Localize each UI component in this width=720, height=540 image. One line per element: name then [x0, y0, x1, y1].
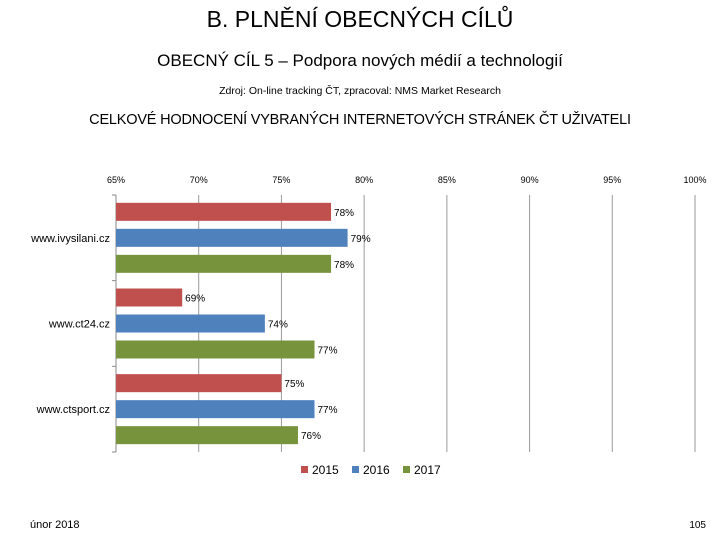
legend-swatch-2015	[301, 466, 308, 473]
x-tick-label: 95%	[603, 175, 621, 185]
x-tick-label: 85%	[438, 175, 456, 185]
page-number: 105	[689, 520, 706, 531]
data-label: 75%	[284, 379, 304, 390]
bar-2016	[116, 314, 265, 333]
bar-2017	[116, 340, 315, 359]
bar-2017	[116, 426, 298, 445]
data-label: 69%	[185, 294, 205, 305]
legend-label: 2016	[363, 463, 390, 477]
data-label: 78%	[334, 260, 354, 271]
category-label: www.ct24.cz	[48, 319, 110, 331]
x-tick-label: 75%	[272, 175, 290, 185]
legend-swatch-2017	[403, 466, 410, 473]
bar-2017	[116, 254, 332, 273]
source-note: Zdroj: On-line tracking ČT, zpracoval: N…	[219, 85, 501, 97]
x-tick-label: 90%	[521, 175, 539, 185]
bar-2015	[116, 374, 282, 393]
data-label: 79%	[351, 234, 371, 245]
legend-label: 2017	[414, 463, 441, 477]
data-label: 76%	[301, 431, 321, 442]
footer-date: únor 2018	[30, 519, 80, 531]
category-label: www.ivysilani.cz	[30, 233, 110, 245]
bar-2015	[116, 288, 183, 307]
x-tick-label: 80%	[355, 175, 373, 185]
data-label: 78%	[334, 208, 354, 219]
data-label: 77%	[318, 405, 338, 416]
data-label: 77%	[318, 346, 338, 357]
bar-2016	[116, 228, 348, 247]
x-tick-label: 100%	[683, 175, 706, 185]
page-title: B. PLNĚNÍ OBECNÝCH CÍLŮ	[206, 6, 514, 32]
bar-2015	[116, 202, 332, 221]
x-tick-label: 65%	[107, 175, 125, 185]
data-label: 74%	[268, 320, 288, 331]
legend-label: 2015	[312, 463, 339, 477]
x-tick-label: 70%	[190, 175, 208, 185]
chart-heading: CELKOVÉ HODNOCENÍ VYBRANÝCH INTERNETOVÝC…	[89, 112, 631, 128]
legend-swatch-2016	[352, 466, 359, 473]
bar-2016	[116, 400, 315, 419]
category-label: www.ctsport.cz	[36, 404, 110, 416]
page-subtitle: OBECNÝ CÍL 5 – Podpora nových médií a te…	[157, 51, 563, 70]
